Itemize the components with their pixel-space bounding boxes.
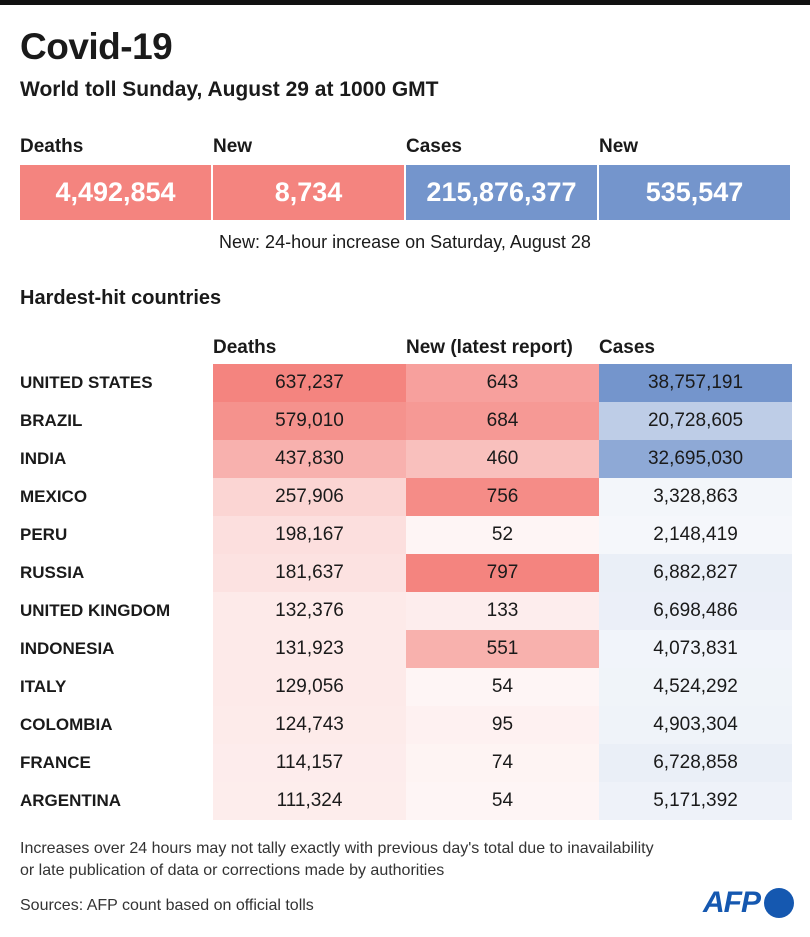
cell-cases: 2,148,419 bbox=[599, 516, 792, 554]
country-name: FRANCE bbox=[20, 753, 91, 772]
page-title: Covid-19 bbox=[20, 26, 173, 67]
page-subtitle: World toll Sunday, August 29 at 1000 GMT bbox=[20, 78, 439, 101]
table-row: INDIA 437,830 460 32,695,030 bbox=[20, 440, 792, 478]
cell-new: 74 bbox=[406, 744, 599, 782]
cell-new: 684 bbox=[406, 402, 599, 440]
cell-cases: 4,073,831 bbox=[599, 630, 792, 668]
key-label-new-deaths: New bbox=[213, 136, 253, 157]
cell-new: 756 bbox=[406, 478, 599, 516]
cell-new: 95 bbox=[406, 706, 599, 744]
cell-deaths: 637,237 bbox=[213, 364, 406, 402]
cell-cases: 6,728,858 bbox=[599, 744, 792, 782]
key-label-new-cases: New bbox=[599, 136, 639, 157]
column-header-cases: Cases bbox=[599, 337, 655, 358]
cell-new: 54 bbox=[406, 668, 599, 706]
table-row: UNITED STATES 637,237 643 38,757,191 bbox=[20, 364, 792, 402]
key-value-new-cases: 535,547 bbox=[599, 165, 790, 220]
cell-new: 797 bbox=[406, 554, 599, 592]
country-name: UNITED KINGDOM bbox=[20, 601, 171, 620]
cell-new: 551 bbox=[406, 630, 599, 668]
key-value-deaths: 4,492,854 bbox=[20, 165, 211, 220]
cell-cases: 6,698,486 bbox=[599, 592, 792, 630]
top-rule bbox=[0, 0, 810, 5]
key-label-deaths: Deaths bbox=[20, 136, 84, 157]
cell-cases: 32,695,030 bbox=[599, 440, 792, 478]
cell-deaths: 579,010 bbox=[213, 402, 406, 440]
table-row: COLOMBIA 124,743 95 4,903,304 bbox=[20, 706, 792, 744]
afp-logo: AFP bbox=[703, 886, 794, 920]
table-row: PERU 198,167 52 2,148,419 bbox=[20, 516, 792, 554]
cell-deaths: 132,376 bbox=[213, 592, 406, 630]
country-name: BRAZIL bbox=[20, 411, 83, 430]
key-value-new-deaths: 8,734 bbox=[213, 165, 404, 220]
cell-cases: 20,728,605 bbox=[599, 402, 792, 440]
country-name: INDIA bbox=[20, 449, 67, 468]
column-header-deaths: Deaths bbox=[213, 337, 277, 358]
cell-new: 54 bbox=[406, 782, 599, 820]
cell-cases: 38,757,191 bbox=[599, 364, 792, 402]
footnote-line-2: or late publication of data or correctio… bbox=[20, 862, 445, 879]
cell-deaths: 131,923 bbox=[213, 630, 406, 668]
table-row: ARGENTINA 111,324 54 5,171,392 bbox=[20, 782, 792, 820]
cell-deaths: 111,324 bbox=[213, 782, 406, 820]
table-row: MEXICO 257,906 756 3,328,863 bbox=[20, 478, 792, 516]
country-name: UNITED STATES bbox=[20, 373, 153, 392]
country-name: INDONESIA bbox=[20, 639, 115, 658]
cell-cases: 6,882,827 bbox=[599, 554, 792, 592]
table-row: RUSSIA 181,637 797 6,882,827 bbox=[20, 554, 792, 592]
cell-new: 133 bbox=[406, 592, 599, 630]
new-definition-note: New: 24-hour increase on Saturday, Augus… bbox=[219, 232, 591, 252]
country-name: MEXICO bbox=[20, 487, 88, 506]
key-value-cases: 215,876,377 bbox=[406, 165, 597, 220]
country-name: ITALY bbox=[20, 677, 67, 696]
table-row: FRANCE 114,157 74 6,728,858 bbox=[20, 744, 792, 782]
section-title: Hardest-hit countries bbox=[20, 287, 222, 309]
afp-logo-text: AFP bbox=[703, 886, 761, 919]
country-name: ARGENTINA bbox=[20, 791, 122, 810]
sources: Sources: AFP count based on official tol… bbox=[20, 897, 314, 914]
cell-deaths: 114,157 bbox=[213, 744, 406, 782]
table-row: BRAZIL 579,010 684 20,728,605 bbox=[20, 402, 792, 440]
cell-deaths: 129,056 bbox=[213, 668, 406, 706]
cell-cases: 4,524,292 bbox=[599, 668, 792, 706]
country-name: RUSSIA bbox=[20, 563, 85, 582]
cell-new: 460 bbox=[406, 440, 599, 478]
cell-cases: 3,328,863 bbox=[599, 478, 792, 516]
cell-deaths: 198,167 bbox=[213, 516, 406, 554]
footnote-line-1: Increases over 24 hours may not tally ex… bbox=[20, 840, 654, 857]
cell-new: 52 bbox=[406, 516, 599, 554]
table-row: ITALY 129,056 54 4,524,292 bbox=[20, 668, 792, 706]
table-row: UNITED KINGDOM 132,376 133 6,698,486 bbox=[20, 592, 792, 630]
country-name: PERU bbox=[20, 525, 68, 544]
cell-cases: 4,903,304 bbox=[599, 706, 792, 744]
cell-deaths: 181,637 bbox=[213, 554, 406, 592]
cell-cases: 5,171,392 bbox=[599, 782, 792, 820]
key-label-cases: Cases bbox=[406, 136, 462, 157]
afp-logo-dot-icon bbox=[764, 888, 794, 918]
cell-deaths: 124,743 bbox=[213, 706, 406, 744]
cell-deaths: 257,906 bbox=[213, 478, 406, 516]
country-name: COLOMBIA bbox=[20, 715, 113, 734]
cell-deaths: 437,830 bbox=[213, 440, 406, 478]
table-row: INDONESIA 131,923 551 4,073,831 bbox=[20, 630, 792, 668]
column-header-new: New (latest report) bbox=[406, 337, 573, 358]
cell-new: 643 bbox=[406, 364, 599, 402]
